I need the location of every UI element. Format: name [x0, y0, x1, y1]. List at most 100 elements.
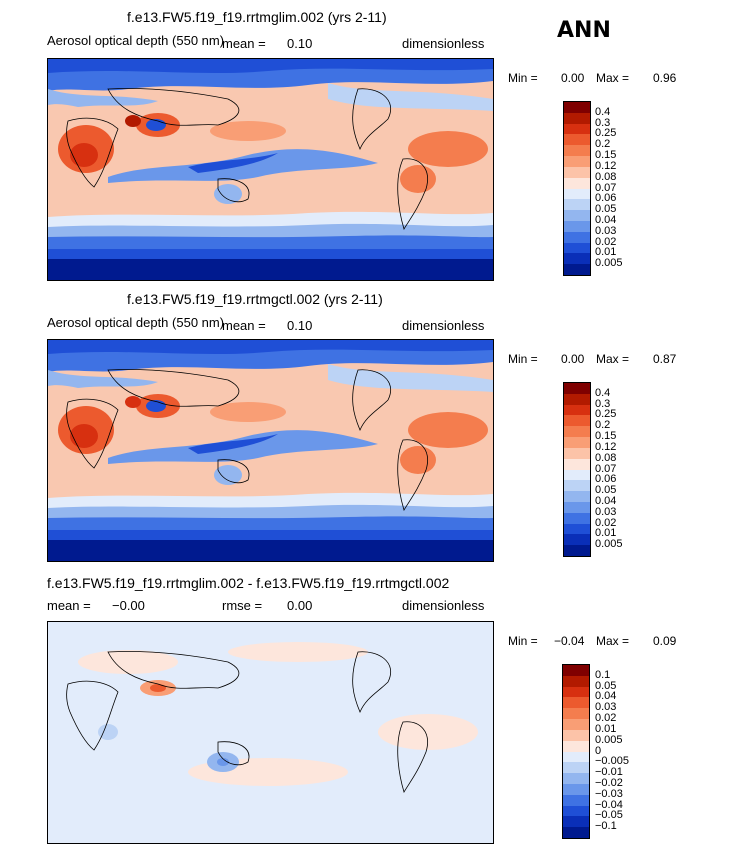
panel2-colorbar-segment [564, 491, 590, 502]
panel2-colorbar-tick-label: 0.02 [595, 516, 617, 529]
panel1-colorbar-labels: 0.4 0.3 0.25 0.2 0.15 0.12 0.08 0.07 0.06 0.05 0.0… [595, 101, 675, 274]
africa-core [70, 143, 98, 167]
panel3-colorbar-segment [563, 783, 589, 795]
panel3-colorbar-tick-label: −0.04 [595, 798, 623, 811]
panel3-colorbar-segment [563, 751, 589, 763]
india-core [125, 396, 141, 408]
panel3-colorbar-segment [563, 773, 589, 784]
arctic-lower-band [48, 59, 493, 73]
panel1-colorbar-segment [564, 242, 590, 254]
south-america-hotspot [400, 446, 436, 474]
panel1-title: f.e13.FW5.f19_f19.rrtmglim.002 (yrs 2-11… [127, 9, 387, 25]
panel2-colorbar-tick-label: 0.05 [595, 484, 617, 497]
panel1-colorbar-segment [564, 177, 590, 189]
panel2-colorbar-tick-label: 0.15 [595, 430, 617, 443]
panel2-colorbar-segment [564, 480, 590, 492]
panel2-title: f.e13.FW5.f19_f19.rrtmgctl.002 (yrs 2-11… [127, 291, 383, 307]
australia-low [214, 465, 242, 485]
panel3-colorbar-tick-label: −0.01 [595, 766, 623, 779]
panel1-colorbar-tick-label: 0.06 [595, 192, 617, 205]
panel1-colorbar-tick-label: 0.12 [595, 159, 617, 172]
panel3-colorbar-segment [563, 686, 589, 698]
panel2-colorbar-segment [564, 469, 590, 481]
panel2-colorbar [563, 382, 591, 557]
panel1-colorbar-segment [564, 220, 590, 232]
panel3-colorbar-segment [563, 719, 589, 730]
panel2-colorbar-tick-label: 0.08 [595, 451, 617, 464]
arctic-transition [48, 89, 158, 107]
panel1-mean-label: mean = [222, 36, 266, 51]
panel3-max-value: 0.09 [653, 634, 677, 648]
panel2-colorbar-segment [564, 512, 590, 524]
panel1-field: Aerosol optical depth (550 nm) [47, 33, 225, 48]
diff-north-band [78, 650, 178, 674]
panel1-colorbar-segment [564, 166, 590, 178]
panel3-min-label: Min = [508, 634, 538, 648]
panel1-units: dimensionless [402, 36, 485, 51]
panel2-colorbar-segment [564, 534, 590, 546]
tropical-trough-core [188, 434, 278, 454]
panel2-colorbar-tick-label: 0.4 [595, 386, 611, 399]
panel1-colorbar-segment [564, 210, 590, 221]
panel1-colorbar-segment [564, 253, 590, 265]
panel2-colorbar-tick-label: 0.07 [595, 462, 617, 475]
panel2-colorbar-segment [564, 501, 590, 513]
panel1-colorbar-tick-label: 0.04 [595, 213, 617, 226]
panel3-colorbar-segment [563, 816, 589, 828]
panel3-min-value: −0.04 [554, 634, 585, 648]
diff-africa-negative [98, 724, 118, 740]
panel1-colorbar-segment [564, 156, 590, 167]
arctic-transition [48, 370, 158, 388]
panel2-colorbar-segment [564, 437, 590, 448]
tropical-trough [108, 430, 378, 464]
panel3-colorbar-labels: 0.1 0.05 0.04 0.03 0.02 0.01 0.005 0 −0.005 −0.01… [595, 664, 675, 837]
coastlines [66, 369, 428, 511]
panel3-mean-label: mean = [47, 598, 91, 613]
panel1-colorbar-tick-label: 0.03 [595, 224, 617, 237]
panel1-colorbar-tick-label: 0.2 [595, 138, 611, 151]
panel3-colorbar-tick-label: −0.005 [595, 755, 629, 768]
panel1-colorbar-segment [564, 112, 590, 124]
north-pacific-band [210, 121, 286, 141]
panel1-colorbar-tick-label: 0.3 [595, 116, 611, 129]
panel3-colorbar-tick-label: −0.1 [595, 820, 617, 833]
panel2-colorbar-segment [564, 458, 590, 470]
panel1-mean-value: 0.10 [287, 36, 313, 51]
diff-atlantic [378, 714, 478, 750]
panel3-colorbar-tick-label: 0.005 [595, 733, 623, 746]
panel2-mean-value: 0.10 [287, 318, 313, 333]
panel3-rmse-label: rmse = [222, 598, 263, 613]
antarctic-band [48, 259, 493, 280]
panel3-colorbar-segment [563, 708, 589, 720]
tropical-trough [108, 149, 378, 183]
panel2-colorbar-tick-label: 0.005 [595, 538, 623, 551]
panel2-colorbar-tick-label: 0.03 [595, 505, 617, 518]
panel3-colorbar [562, 664, 590, 839]
panel3-mean-value: −0.00 [112, 598, 145, 613]
panel3-colorbar-tick-label: −0.02 [595, 776, 623, 789]
panel3-colorbar-segment [563, 665, 589, 676]
panel1-colorbar-tick-label: 0.02 [595, 235, 617, 248]
panel2-colorbar-segment [564, 415, 590, 427]
panel2-colorbar-tick-label: 0.12 [595, 440, 617, 453]
diff-asia-core [150, 684, 166, 692]
panel1-colorbar-segment [564, 199, 590, 211]
panel2-min-label: Min = [508, 352, 538, 366]
panel2-map [47, 339, 494, 562]
north-pacific-band [210, 402, 286, 422]
panel2-colorbar-tick-label: 0.06 [595, 473, 617, 486]
panel3-colorbar-segment [563, 762, 589, 774]
panel3-colorbar-segment [563, 729, 589, 741]
coastlines [66, 651, 428, 793]
panel2-colorbar-segment [564, 447, 590, 459]
panel2-colorbar-segment [564, 545, 590, 556]
australia-low [214, 184, 242, 204]
africa-core [70, 424, 98, 448]
panel1-max-value: 0.96 [653, 71, 677, 85]
panel2-colorbar-segment [564, 404, 590, 416]
panel1-colorbar-tick-label: 0.07 [595, 181, 617, 194]
panel3-colorbar-tick-label: −0.05 [595, 809, 623, 822]
panel2-colorbar-segment [564, 393, 590, 405]
panel1-max-label: Max = [596, 71, 630, 85]
panel2-mean-label: mean = [222, 318, 266, 333]
